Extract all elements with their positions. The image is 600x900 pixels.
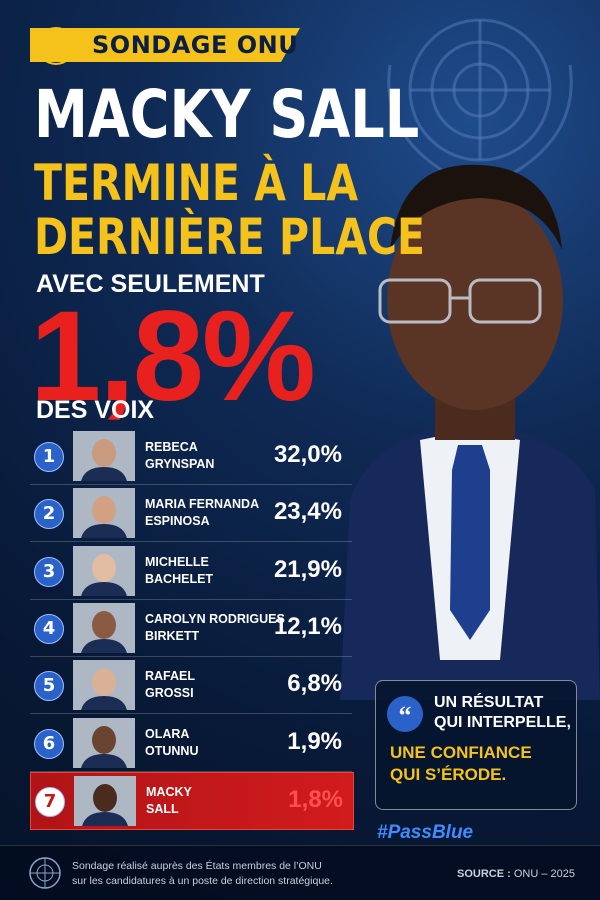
footer-logo <box>29 857 61 889</box>
candidate-name-line: MACKY <box>146 784 192 799</box>
candidate-name: MICHELLE BACHELET <box>145 554 213 588</box>
ranking-row: 3 MICHELLE BACHELET 21,9% <box>30 543 352 600</box>
candidate-name-line: GRYNSPAN <box>145 457 215 471</box>
candidate-score: 1,9% <box>287 727 342 755</box>
ranking-row: 4 CAROLYN RODRIGUES BIRKETT 12,1% <box>30 600 352 657</box>
candidate-name: MACKY SALL <box>146 784 192 818</box>
callout-highlight: QUI S’ÉRODE. <box>390 765 507 784</box>
rank-badge: 6 <box>34 728 64 759</box>
avatar-figure <box>74 775 136 826</box>
avatar <box>73 717 135 768</box>
avatar <box>73 602 135 653</box>
candidate-name-line: BIRKETT <box>145 628 200 643</box>
badge-text: SONDAGE ONU <box>92 31 299 59</box>
badge <box>30 28 300 62</box>
avatar <box>73 545 135 596</box>
footer-note: Sondage réalisé auprès des États membres… <box>72 859 333 889</box>
un-emblem-bg <box>387 18 573 177</box>
avatar-figure <box>73 717 135 768</box>
big-figure-caption: DES VOIX <box>36 396 155 424</box>
rank-badge: 4 <box>34 613 64 644</box>
headline: DERNIÈRE PLACE <box>34 208 426 266</box>
svg-text:“: “ <box>399 701 412 730</box>
candidate-name: MARIA FERNANDA ESPINOSA <box>145 496 259 530</box>
avatar-figure <box>73 660 135 711</box>
rank-badge: 3 <box>34 556 64 587</box>
rank-badge: 2 <box>34 499 64 530</box>
footer-note-line: sur les candidatures à un poste de direc… <box>72 875 333 887</box>
rank-badge: 1 <box>34 442 64 472</box>
ranking-row: 6 OLARA OTUNNU 1,9% <box>30 715 352 772</box>
candidate-score: 21,9% <box>273 555 342 583</box>
avatar <box>73 660 135 711</box>
source-label: SOURCE : <box>457 868 511 880</box>
footer: Sondage réalisé auprès des États membres… <box>0 845 600 900</box>
candidate-score: 12,1% <box>273 612 342 640</box>
candidate-name-line: MARIA FERNANDA <box>145 497 260 512</box>
candidate-name-line: GROSSI <box>145 686 194 701</box>
candidate-name: CAROLYN RODRIGUES BIRKETT <box>145 611 285 645</box>
footer-note-line: Sondage réalisé auprès des États membres… <box>72 860 322 872</box>
big-figure: 1,8% <box>30 285 316 428</box>
callout-line: QUI INTERPELLE, <box>434 714 571 731</box>
source-text: ONU – 2025 <box>513 868 575 880</box>
avatar <box>74 775 136 826</box>
rank-badge: 5 <box>34 671 64 702</box>
ranking-row: 1 REBECA GRYNSPAN 32,0% <box>30 428 352 485</box>
callout: “ UN RÉSULTAT QUI INTERPELLE, UNE CONFIA… <box>375 680 577 810</box>
candidate-name-line: OLARA <box>145 726 190 741</box>
candidate-name-line: RAFAEL <box>145 669 195 684</box>
ranking-row: 5 RAFAEL GROSSI 6,8% <box>30 657 352 715</box>
candidate-score: 32,0% <box>273 441 342 468</box>
quote-icon: “ <box>387 696 423 732</box>
avatar <box>73 488 135 539</box>
ranking-row: 7 MACKY SALL 1,8% <box>30 771 354 830</box>
candidate-name-line: OTUNNU <box>145 743 199 758</box>
ranking-row: 2 MARIA FERNANDA ESPINOSA 23,4% <box>30 485 352 543</box>
candidate-name-line: ESPINOSA <box>145 514 210 529</box>
avatar-figure <box>73 545 135 596</box>
headline: MACKY SALL <box>34 76 420 153</box>
rank-badge: 7 <box>35 786 65 817</box>
callout-line: UN RÉSULTAT <box>434 694 544 711</box>
candidate-score: 1,8% <box>288 785 343 813</box>
avatar-figure <box>73 488 135 539</box>
candidate-name-line: MICHELLE <box>145 554 209 569</box>
source: SOURCE : ONU – 2025 <box>457 868 575 880</box>
candidate-score: 6,8% <box>287 670 342 698</box>
candidate-name-line: SALL <box>146 801 179 816</box>
candidate-name-line: BACHELET <box>145 571 214 586</box>
callout-highlight: UNE CONFIANCE <box>390 743 532 762</box>
candidate-score: 23,4% <box>273 498 342 526</box>
headline: TERMINE À LA <box>34 154 359 212</box>
avatar-figure <box>73 602 135 653</box>
candidate-name: REBECA GRYNSPAN <box>145 439 214 473</box>
portrait <box>340 164 600 700</box>
avatar-figure <box>73 431 135 481</box>
avatar <box>73 431 135 481</box>
candidate-name: OLARA OTUNNU <box>145 726 198 760</box>
candidate-name-line: REBECA <box>145 440 198 454</box>
hashtag: #PassBlue <box>377 822 474 843</box>
candidate-name-line: CAROLYN RODRIGUES <box>145 611 285 626</box>
candidate-name: RAFAEL GROSSI <box>145 668 195 702</box>
subline: AVEC SEULEMENT <box>36 270 265 298</box>
